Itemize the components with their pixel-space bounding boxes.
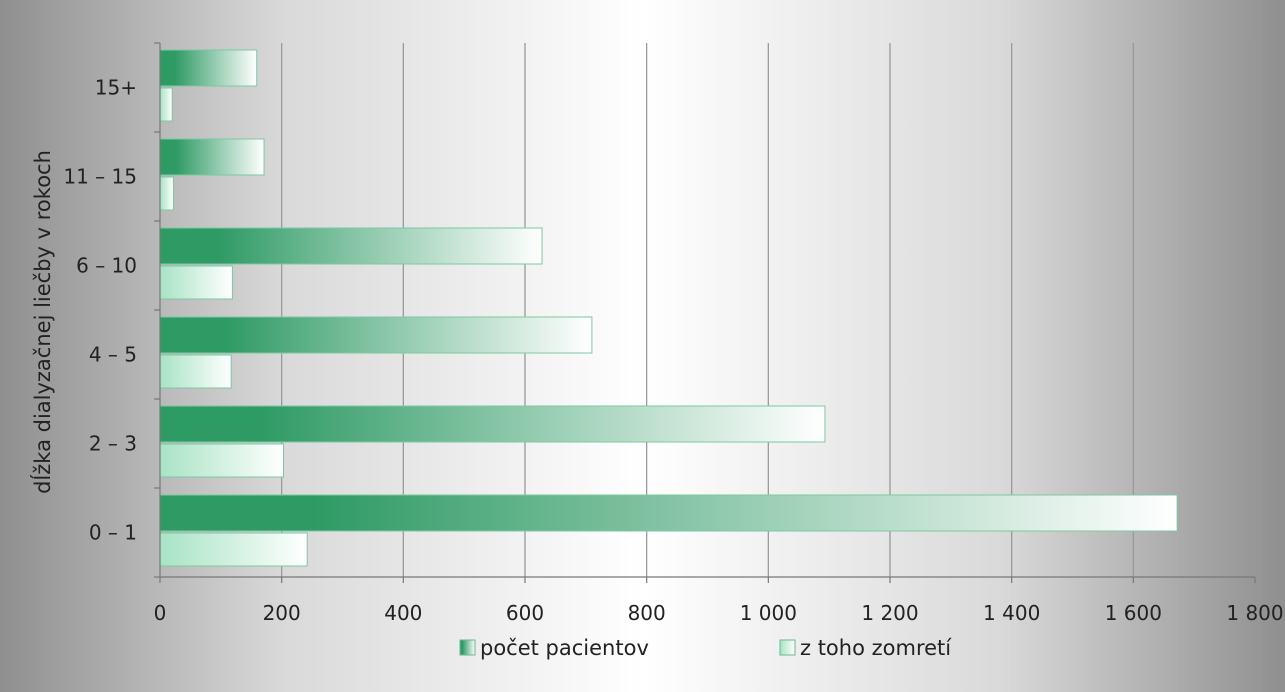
y-tick-label: 6 – 10 [76,254,137,278]
y-tick-label: 2 – 3 [89,432,137,456]
x-tick-label: 1 200 [861,601,918,625]
axes [154,42,1256,583]
y-tick-label: 4 – 5 [89,343,137,367]
bar-z-toho-zomreti [159,532,308,567]
tick-labels: 0 200 400 600 800 1 000 1 200 1 400 1 600 1 800 0 … [63,76,1283,626]
bar-pocet-pacientov [159,49,258,87]
legend: počet pacientov z toho zomretí [459,636,952,660]
bar-pocet-pacientov [159,227,543,265]
bar-pocet-pacientov [159,494,1178,532]
x-tick-label: 1 600 [1105,601,1162,625]
legend-swatch [779,639,796,656]
bar-z-toho-zomreti [159,354,232,389]
bar-z-toho-zomreti [159,265,233,300]
y-tick-label: 15+ [95,76,137,100]
bar-pocet-pacientov [159,316,593,354]
bar-z-toho-zomreti [159,443,284,478]
x-tick-label: 200 [263,601,301,625]
legend-swatch [459,639,476,656]
x-tick-label: 0 [154,601,167,625]
bar-pocet-pacientov [159,138,265,176]
x-tick-label: 1 400 [983,601,1040,625]
bar-z-toho-zomreti [159,176,174,211]
x-tick-label: 1 000 [740,601,797,625]
bars [159,49,1178,567]
x-tick-label: 800 [628,601,666,625]
x-tick-label: 400 [384,601,422,625]
x-tick-label: 1 800 [1226,601,1283,625]
bar-z-toho-zomreti [159,87,173,122]
x-tick-label: 600 [506,601,544,625]
y-axis-title: dĺžka dialyzačnej liečby v rokoch [30,150,55,494]
y-tick-label: 11 – 15 [63,165,137,189]
bar-pocet-pacientov [159,405,826,443]
gridlines [281,43,1256,577]
y-tick-label: 0 – 1 [89,521,137,545]
legend-label: počet pacientov [480,636,649,660]
legend-label: z toho zomretí [800,636,952,660]
